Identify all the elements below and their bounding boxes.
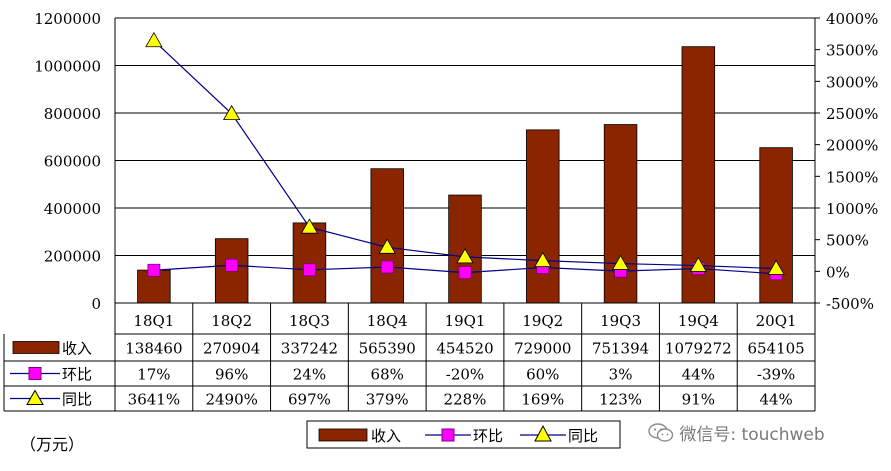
同比-point-19Q3 [611,254,630,270]
category-label: 19Q2 [522,312,563,330]
row-key-marker [28,367,42,380]
legend-label: 环比 [473,427,503,445]
table-cell: 379% [366,391,409,409]
left-tick-label: 200000 [44,248,101,266]
category-label: 19Q1 [445,312,486,330]
left-tick-label: 1000000 [34,58,101,76]
table-cell: 2490% [205,391,257,409]
category-label: 19Q4 [678,312,719,330]
table-cell: 3% [609,366,633,384]
legend-key-revenue [318,428,368,442]
table-cell: 654105 [747,340,804,358]
table-cell: 454520 [436,340,493,358]
环比-point-19Q1 [458,266,472,280]
right-tick-label: 3500% [826,42,878,60]
table-cell: 44% [759,391,792,409]
同比-point-18Q4 [378,238,396,254]
unit-label: （万元） [20,435,85,454]
right-tick-label: 0% [826,263,850,281]
table-cell: 270904 [203,340,260,358]
bar-18Q4 [370,168,404,304]
table-cell: -20% [446,366,484,384]
right-tick-label: 3000% [826,73,878,91]
同比-point-20Q1 [767,259,785,275]
legend-label: 同比 [568,427,598,445]
category-label: 18Q2 [211,312,252,330]
legend-key-yoy-marker [534,424,552,442]
category-label: 18Q4 [367,312,408,330]
right-tick-label: 2500% [826,105,878,123]
环比-point-18Q1 [147,263,161,277]
category-label: 18Q3 [289,312,330,330]
right-tick-label: 4000% [826,10,878,28]
right-tick-label: 2000% [826,137,878,155]
left-tick-label: 1200000 [34,10,101,28]
table-cell: 123% [599,391,642,409]
table-cell: 729000 [514,340,571,358]
table-cell: 17% [137,366,170,384]
table-cell: -39% [757,366,795,384]
table-cell: 169% [521,391,564,409]
同比-point-18Q2 [222,104,241,121]
wechat-icon [648,422,674,442]
left-tick-label: 600000 [44,153,101,171]
同比-point-19Q1 [456,248,474,264]
watermark-text: 微信号: touchweb [679,425,825,445]
table-cell: 24% [293,366,326,384]
category-label: 19Q3 [600,312,641,330]
legend-label: 收入 [371,427,401,445]
table-cell: 68% [371,366,404,384]
table-cell: 60% [526,366,559,384]
table-cell: 565390 [359,340,416,358]
category-label: 18Q1 [133,312,174,330]
table-cell: 1079272 [665,340,732,358]
bar-18Q3 [292,222,327,304]
table-cell: 138460 [125,340,182,358]
同比-point-18Q1 [145,31,163,48]
table-cell: 44% [682,366,715,384]
环比-point-18Q3 [303,263,316,277]
right-tick-label: -500% [826,295,874,313]
table-cell: 697% [288,391,331,409]
table-cell: 3641% [128,391,180,409]
环比-point-18Q4 [380,260,394,274]
left-tick-label: 0 [91,295,101,313]
row-key-marker [26,389,44,405]
bar-19Q2 [526,129,560,304]
table-cell: 228% [444,391,487,409]
table-cell: 91% [682,391,715,409]
right-tick-label: 500% [826,232,869,250]
table-cell: 96% [215,366,248,384]
category-label: 20Q1 [756,312,797,330]
同比-point-18Q3 [300,218,319,234]
watermark: 微信号: touchweb [648,420,825,445]
legend-key-qoq-marker [441,428,455,442]
table-cell: 751394 [592,340,649,358]
right-tick-label: 1000% [826,200,878,218]
row-key-bar [12,341,60,354]
同比-point-19Q2 [534,251,552,268]
row-label: 环比 [62,366,92,384]
left-tick-label: 400000 [44,200,101,218]
同比-point-19Q4 [689,256,708,272]
row-label: 同比 [62,391,92,409]
table-cell: 337242 [281,340,338,358]
环比-point-18Q2 [225,258,239,272]
left-tick-label: 800000 [44,105,101,123]
right-tick-label: 1500% [826,168,878,186]
row-label: 收入 [62,340,92,358]
